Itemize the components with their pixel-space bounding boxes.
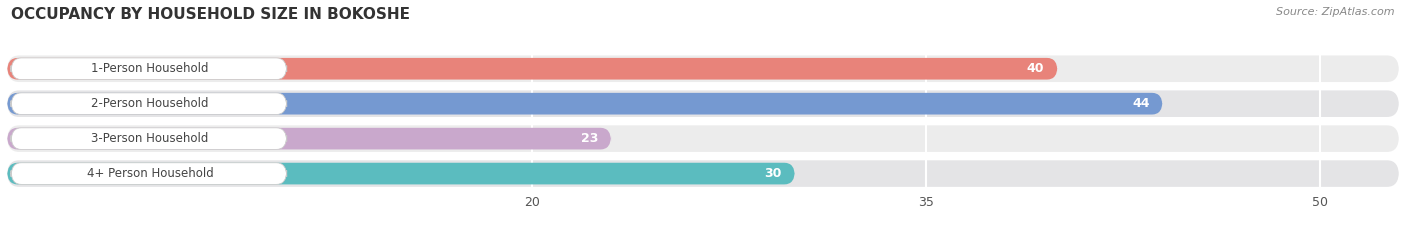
- FancyBboxPatch shape: [7, 163, 794, 185]
- FancyBboxPatch shape: [7, 90, 1399, 117]
- Text: 23: 23: [581, 132, 598, 145]
- Text: 4+ Person Household: 4+ Person Household: [87, 167, 214, 180]
- Text: 40: 40: [1026, 62, 1045, 75]
- Text: 3-Person Household: 3-Person Household: [91, 132, 209, 145]
- FancyBboxPatch shape: [7, 125, 1399, 152]
- Text: 30: 30: [765, 167, 782, 180]
- FancyBboxPatch shape: [7, 93, 1163, 115]
- FancyBboxPatch shape: [11, 58, 287, 80]
- FancyBboxPatch shape: [11, 163, 287, 185]
- FancyBboxPatch shape: [11, 93, 287, 115]
- Text: 2-Person Household: 2-Person Household: [91, 97, 209, 110]
- FancyBboxPatch shape: [11, 128, 287, 150]
- FancyBboxPatch shape: [7, 128, 612, 150]
- Text: Source: ZipAtlas.com: Source: ZipAtlas.com: [1277, 7, 1395, 17]
- Text: OCCUPANCY BY HOUSEHOLD SIZE IN BOKOSHE: OCCUPANCY BY HOUSEHOLD SIZE IN BOKOSHE: [11, 7, 411, 22]
- FancyBboxPatch shape: [7, 160, 1399, 187]
- FancyBboxPatch shape: [7, 55, 1399, 82]
- FancyBboxPatch shape: [7, 58, 1057, 80]
- Text: 44: 44: [1132, 97, 1150, 110]
- Text: 1-Person Household: 1-Person Household: [91, 62, 209, 75]
